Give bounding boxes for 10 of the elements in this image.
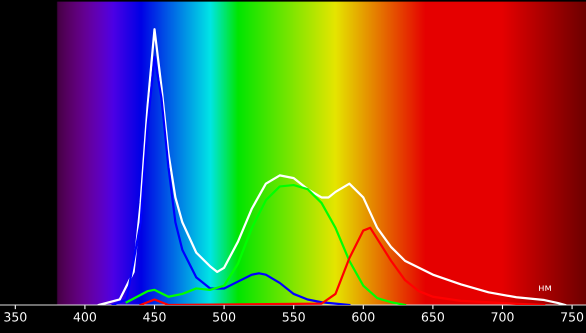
x-tick-label: 400: [74, 312, 96, 322]
x-tick-label: 650: [422, 312, 444, 322]
x-tick-label: 350: [4, 312, 26, 322]
x-tick-label: 550: [282, 312, 305, 322]
x-tick-label: 500: [213, 312, 236, 322]
x-tick-label: 600: [352, 312, 374, 322]
x-tick-label: 750: [561, 312, 584, 322]
x-tick-label: 700: [492, 312, 514, 322]
x-tick-label: 450: [143, 312, 166, 322]
x-axis-title: нм: [539, 286, 551, 291]
